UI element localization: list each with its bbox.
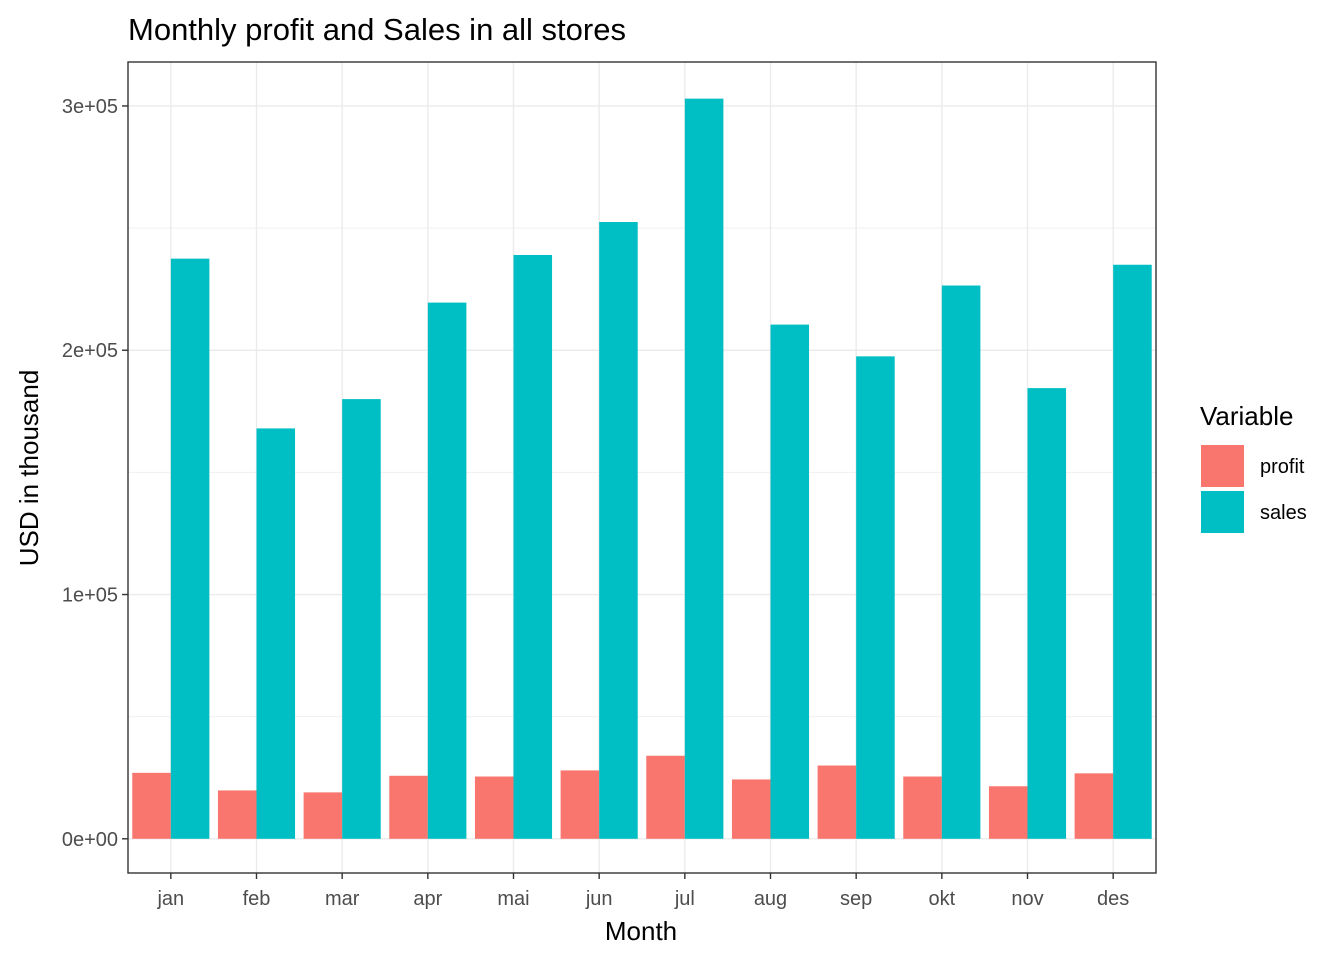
- legend-label-profit: profit: [1260, 456, 1305, 478]
- x-tick-label: mar: [325, 888, 360, 910]
- legend-key-sales: [1201, 491, 1244, 533]
- x-tick-label: sep: [840, 888, 872, 910]
- bar-profit-okt: [903, 776, 942, 839]
- x-tick-label: okt: [928, 888, 955, 910]
- bar-sales-apr: [427, 302, 467, 839]
- chart-title: Monthly profit and Sales in all stores: [128, 12, 626, 47]
- x-tick-label: nov: [1011, 888, 1043, 910]
- bar-profit-apr: [389, 775, 428, 839]
- bar-profit-nov: [988, 786, 1028, 839]
- bar-profit-mai: [474, 776, 514, 839]
- bar-profit-mar: [303, 792, 343, 839]
- x-tick-label: apr: [413, 888, 442, 910]
- y-tick-label: 2e+05: [62, 340, 118, 362]
- y-tick-label: 1e+05: [62, 585, 118, 607]
- plot-area: 0e+00 1e+05 2e+05 3e+05 jan feb mar apr mai jun ju…: [62, 61, 1157, 910]
- bar-sales-jun: [599, 222, 638, 839]
- bar-profit-sep: [817, 765, 857, 839]
- legend-title: Variable: [1200, 401, 1293, 431]
- legend: Variable profit sales: [1200, 401, 1307, 533]
- bar-sales-feb: [256, 428, 296, 839]
- bar-sales-aug: [770, 324, 810, 839]
- bar-sales-okt: [941, 285, 981, 839]
- y-axis-title: USD in thousand: [14, 370, 44, 567]
- legend-key-profit: [1201, 445, 1244, 487]
- bar-sales-mai: [513, 254, 553, 839]
- x-tick-label: mai: [497, 888, 529, 910]
- bar-sales-nov: [1027, 388, 1067, 839]
- bar-sales-sep: [856, 356, 895, 839]
- x-axis-title: Month: [605, 916, 677, 946]
- x-tick-label: jun: [585, 888, 613, 910]
- bar-profit-feb: [217, 790, 257, 839]
- bar-profit-jan: [132, 772, 171, 839]
- x-tick-label: feb: [243, 888, 271, 910]
- bar-profit-jun: [560, 770, 600, 839]
- x-tick-label: des: [1097, 888, 1129, 910]
- bar-sales-jul: [684, 98, 724, 839]
- bar-sales-jan: [170, 258, 210, 839]
- legend-label-sales: sales: [1260, 502, 1307, 524]
- bar-profit-jul: [646, 755, 685, 839]
- panel-border: [127, 61, 1157, 874]
- x-tick-label: jul: [674, 888, 695, 910]
- bar-sales-des: [1113, 264, 1152, 839]
- x-tick-label: jan: [156, 888, 184, 910]
- bar-profit-aug: [731, 779, 771, 839]
- x-tick-label: aug: [754, 888, 787, 910]
- y-tick-label: 0e+00: [62, 829, 118, 851]
- y-tick-label: 3e+05: [62, 96, 118, 118]
- bar-sales-mar: [342, 399, 381, 839]
- bar-profit-des: [1074, 773, 1114, 839]
